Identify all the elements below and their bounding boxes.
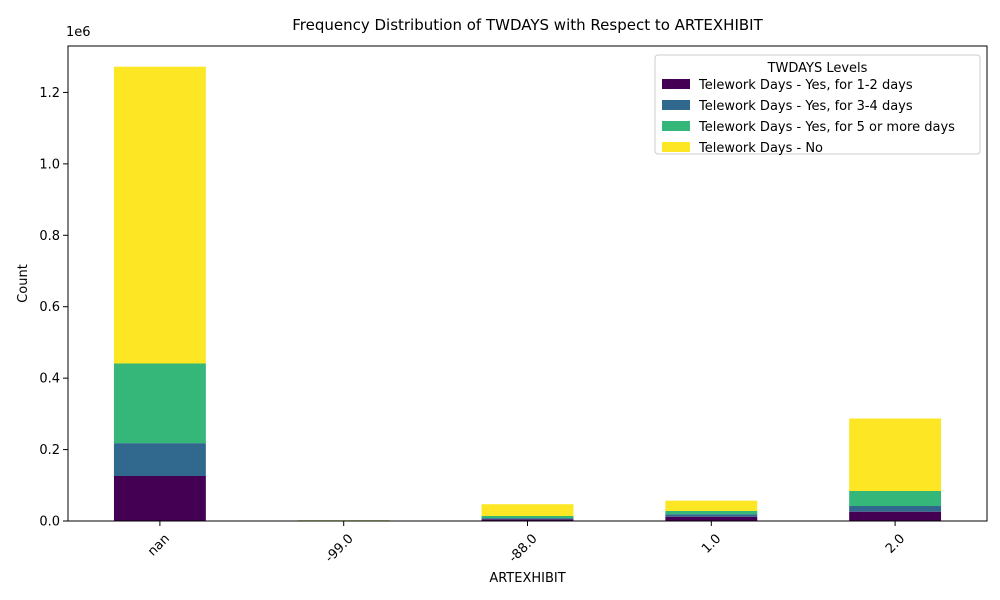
legend: TWDAYS Levels Telework Days - Yes, for 1… [654, 54, 981, 156]
legend-box [654, 54, 981, 155]
legend-label: Telework Days - Yes, for 5 or more days [698, 120, 955, 135]
x-axis-label: ARTEXHIBIT [489, 571, 565, 586]
bar--88.0-series-1 [481, 519, 574, 521]
legend-swatch [662, 100, 690, 110]
y-axis-label: Count [16, 264, 31, 303]
x-tick-label: nan [145, 531, 173, 559]
bar-2.0-series-4 [849, 418, 942, 491]
legend-swatch [662, 121, 690, 131]
legend-title: TWDAYS Levels [767, 61, 868, 76]
legend-label: Telework Days - No [698, 141, 823, 156]
y-tick-label: 0.0 [39, 515, 60, 530]
y-tick-label: 0.4 [39, 372, 60, 387]
bar-1.0-series-1 [665, 516, 758, 521]
legend-swatch [662, 79, 690, 89]
y-tick-label: 0.8 [39, 229, 60, 244]
chart-title: Frequency Distribution of TWDAYS with Re… [292, 16, 763, 34]
bar-2.0-series-1 [849, 511, 942, 521]
legend-label: Telework Days - Yes, for 3-4 days [698, 99, 913, 114]
bar-nan-series-2 [113, 443, 206, 476]
bars-layer [113, 66, 942, 521]
x-tick-label: -99.0 [322, 531, 356, 565]
y-tick-label: 1.2 [39, 86, 60, 101]
legend-swatch [662, 142, 690, 152]
bar--88.0-series-4 [481, 504, 574, 516]
bar-2.0-series-2 [849, 506, 942, 512]
y-axis-offset-label: 1e6 [66, 25, 91, 40]
bar--88.0-series-2 [481, 518, 574, 520]
bar-1.0-series-2 [665, 514, 758, 517]
bar-1.0-series-4 [665, 500, 758, 511]
x-tick-label: 1.0 [699, 531, 724, 556]
bar-nan-series-4 [113, 66, 206, 364]
x-ticks: nan -99.0 -88.0 1.0 2.0 [145, 521, 908, 566]
bar-1.0-series-3 [665, 511, 758, 515]
y-tick-label: 0.2 [39, 443, 60, 458]
bar--88.0-series-3 [481, 516, 574, 519]
bar-nan-series-1 [113, 476, 206, 521]
legend-label: Telework Days - Yes, for 1-2 days [698, 78, 913, 93]
bar-2.0-series-3 [849, 491, 942, 506]
x-tick-label: -88.0 [506, 531, 540, 565]
y-tick-label: 0.6 [39, 300, 60, 315]
bar-nan-series-3 [113, 363, 206, 444]
x-tick-label: 2.0 [883, 531, 908, 556]
y-ticks: 0.0 0.2 0.4 0.6 0.8 1.0 1.2 [39, 86, 68, 530]
y-tick-label: 1.0 [39, 157, 60, 172]
